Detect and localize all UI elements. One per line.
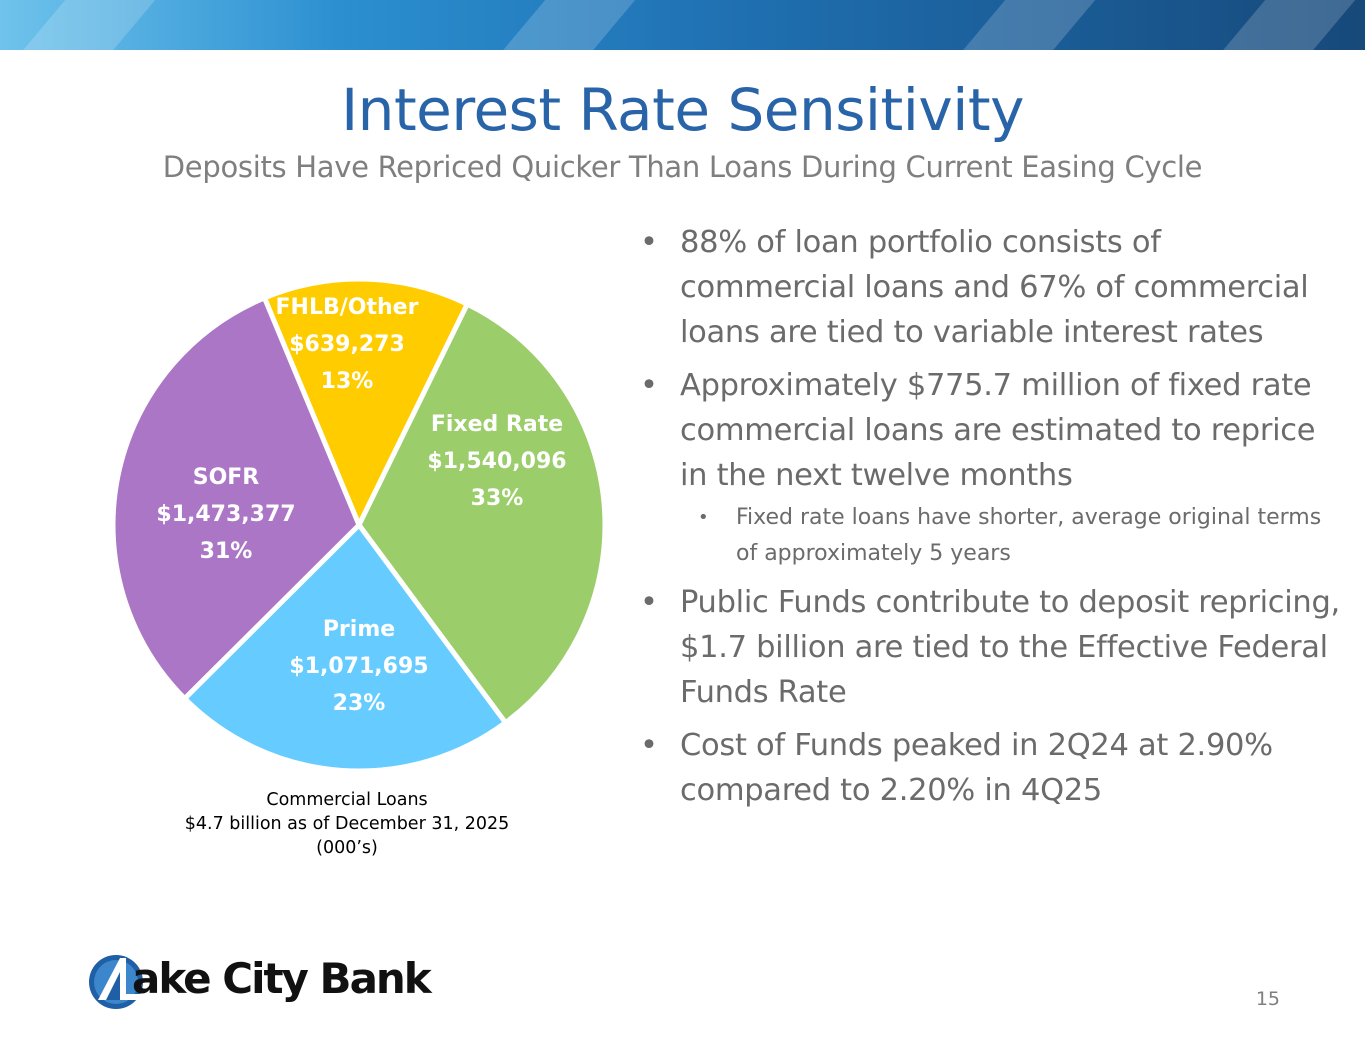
bullet-list: • 88% of loan portfolio consists of comm… [640,220,1340,821]
bullet-item: • Public Funds contribute to deposit rep… [640,580,1340,715]
slide-title: Interest Rate Sensitivity [341,76,1024,144]
slice-label-percent: 31% [200,539,253,564]
logo-wordmark: ake City Bank [132,954,432,1003]
slice-label-name: SOFR [193,465,260,490]
slide-subtitle: Deposits Have Repriced Quicker Than Loan… [162,150,1203,184]
bullet-text: Approximately $775.7 million of fixed ra… [680,368,1316,493]
bullet-text: 88% of loan portfolio consists of commer… [680,225,1309,350]
bullet-dot: • [698,507,709,528]
slice-label-value: $1,473,377 [156,502,295,527]
slice-label-value: $1,071,695 [289,654,428,679]
commercial-loans-pie-chart: FHLB/Other $639,273 13% Fixed Rate $1,540,09… [110,276,608,774]
slice-label-value: $1,540,096 [427,449,566,474]
chart-caption-line: Commercial Loans [266,790,428,810]
pie-slice-prime [182,522,508,774]
chart-caption-line: $4.7 billion as of December 31, 2025 [184,814,510,834]
bullet-item: • Cost of Funds peaked in 2Q24 at 2.90% … [640,723,1340,813]
slice-label-value: $639,273 [289,332,405,357]
pie-slice-fixed-rate [356,301,608,726]
slice-label-percent: 33% [471,486,524,511]
bullet-item: • 88% of loan portfolio consists of comm… [640,220,1340,355]
chart-caption: Commercial Loans $4.7 billion as of Dece… [147,788,547,860]
bullet-text: Public Funds contribute to deposit repri… [680,585,1340,710]
lake-city-bank-emblem-icon [89,955,143,1009]
bullet-dot: • [640,225,658,260]
bullet-text: Cost of Funds peaked in 2Q24 at 2.90% co… [680,728,1273,808]
slice-label-name: FHLB/Other [276,295,419,320]
chart-caption-line: (000’s) [316,838,378,858]
bullet-dot: • [640,585,658,620]
slice-label-name: Fixed Rate [431,412,563,437]
slice-label-percent: 13% [321,369,374,394]
pie-slice-fhlb-other [261,276,470,528]
bullet-dot: • [640,368,658,403]
sub-bullet-text: Fixed rate loans have shorter, average o… [736,505,1322,566]
bullet-dot: • [640,728,658,763]
sub-bullet-item: • Fixed rate loans have shorter, average… [640,500,1340,572]
top-banner [0,0,1365,50]
bullet-item: • Approximately $775.7 million of fixed … [640,363,1340,498]
pie-slice-sofr [110,295,362,702]
lake-city-bank-logo: ake City Bank [88,948,432,1014]
slice-label-name: Prime [323,617,395,642]
page-number: 15 [1255,988,1280,1010]
slice-label-percent: 23% [333,691,386,716]
